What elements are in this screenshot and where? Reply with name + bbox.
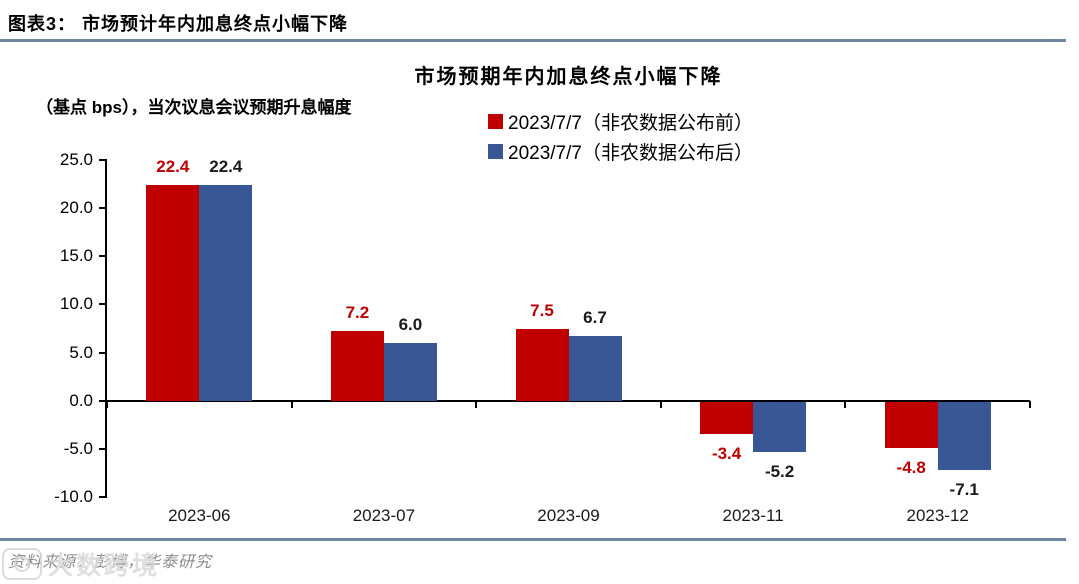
- axis-unit-label: （基点 bps），当次议息会议预期升息幅度: [36, 98, 352, 117]
- figure-caption: 图表3： 市场预计年内加息终点小幅下降: [8, 14, 349, 34]
- bar-value-label: -4.8: [896, 457, 926, 477]
- bar-after: [199, 185, 253, 401]
- x-category-label: 2023-07: [352, 506, 416, 525]
- x-axis-line: [107, 399, 1030, 402]
- x-tick-mark: [1029, 400, 1031, 408]
- bar-value-label: -3.4: [711, 444, 742, 464]
- bar-after: [937, 401, 991, 471]
- bar-value-label: 6.7: [583, 308, 607, 328]
- y-tick-mark: [99, 255, 107, 258]
- y-axis-line: [105, 160, 107, 497]
- x-category-label: 2023-09: [537, 506, 600, 525]
- bar-before: [330, 331, 384, 401]
- footer-divider: [0, 538, 1066, 541]
- y-tick-label: 15.0: [59, 246, 93, 266]
- bar-before: [884, 401, 938, 448]
- watermark-logo-icon: [2, 548, 42, 580]
- legend-swatch-red: [488, 113, 503, 129]
- legend-item-after: 2023/7/7（非农数据公布后）: [488, 136, 753, 166]
- y-tick-mark: [99, 447, 107, 450]
- bar-after: [753, 401, 807, 452]
- y-tick-label: 20.0: [59, 198, 93, 218]
- legend: 2023/7/7（非农数据公布前） 2023/7/7（非农数据公布后）: [488, 106, 753, 166]
- header-divider: [0, 39, 1066, 42]
- bar-value-label: -7.1: [949, 480, 979, 500]
- bar-value-label: 22.4: [156, 157, 190, 177]
- legend-label: 2023/7/7（非农数据公布后）: [508, 142, 753, 164]
- legend-swatch-blue: [488, 143, 503, 159]
- y-tick-label: -10.0: [54, 487, 93, 506]
- y-tick-mark: [99, 496, 107, 498]
- legend-label: 2023/7/7（非农数据公布前）: [508, 112, 753, 134]
- y-tick-label: 0.0: [69, 390, 93, 410]
- bar-after: [568, 336, 622, 401]
- bar-before: [515, 328, 569, 401]
- x-category-label: 2023-11: [722, 506, 784, 525]
- y-tick-mark: [99, 303, 107, 306]
- bar-before: [700, 401, 754, 435]
- y-tick-mark: [99, 399, 107, 402]
- bar-value-label: -5.2: [764, 461, 795, 481]
- bar-after: [383, 342, 437, 401]
- x-category-label: 2023-12: [906, 506, 969, 525]
- y-tick-label: 5.0: [69, 342, 93, 362]
- chart-title: 市场预期年内加息终点小幅下降: [414, 66, 723, 88]
- legend-item-before: 2023/7/7（非农数据公布前）: [488, 106, 753, 136]
- y-tick-label: -5.0: [63, 438, 93, 458]
- x-tick-mark: [659, 400, 662, 408]
- y-tick-label: 10.0: [59, 294, 93, 314]
- watermark-text: 大数跨境: [48, 552, 161, 580]
- bar-before: [146, 185, 200, 401]
- x-tick-mark: [290, 400, 293, 408]
- bar-value-label: 7.2: [345, 303, 370, 323]
- y-tick-mark: [99, 159, 107, 161]
- bar-value-label: 6.0: [398, 314, 423, 334]
- x-tick-mark: [106, 400, 108, 408]
- watermark: 大数跨境: [2, 546, 160, 582]
- bar-value-label: 7.5: [530, 300, 554, 320]
- x-tick-mark: [844, 400, 847, 408]
- y-tick-mark: [99, 207, 107, 210]
- y-tick-label: 25.0: [59, 150, 93, 169]
- source-note: 资料来源：彭博，华泰研究: [8, 554, 213, 571]
- y-tick-mark: [99, 351, 107, 354]
- x-category-label: 2023-06: [168, 506, 231, 525]
- x-tick-mark: [475, 400, 478, 408]
- bar-value-label: 22.4: [209, 157, 243, 177]
